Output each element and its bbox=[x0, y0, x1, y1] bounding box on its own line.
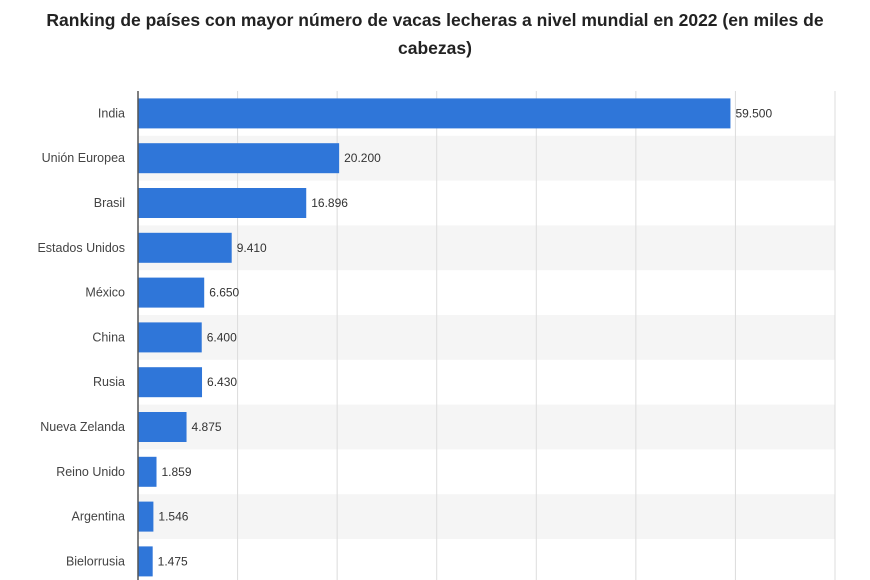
grid-lines bbox=[237, 91, 836, 580]
category-label: México bbox=[85, 286, 125, 300]
value-label: 9.410 bbox=[237, 241, 267, 255]
value-label: 1.546 bbox=[158, 510, 188, 524]
row-band bbox=[138, 225, 835, 271]
value-label: 1.475 bbox=[158, 554, 188, 568]
category-label: India bbox=[98, 106, 125, 120]
category-label: Bielorrusia bbox=[66, 554, 125, 568]
bar bbox=[138, 232, 232, 263]
bar bbox=[138, 143, 340, 174]
value-label: 1.859 bbox=[162, 465, 192, 479]
bar bbox=[138, 188, 307, 218]
value-label: 59.500 bbox=[735, 106, 772, 120]
category-label: Rusia bbox=[93, 375, 125, 389]
category-label: Argentina bbox=[71, 510, 125, 524]
value-label: 6.650 bbox=[209, 286, 239, 300]
value-label: 6.400 bbox=[207, 330, 237, 344]
value-label: 20.200 bbox=[344, 151, 381, 165]
row-band bbox=[138, 494, 835, 539]
category-labels: India Unión Europea Brasil Estados Unidos Mé… bbox=[37, 106, 125, 568]
value-label: 16.896 bbox=[311, 196, 348, 210]
category-label: China bbox=[92, 330, 125, 344]
category-label: Brasil bbox=[94, 196, 125, 210]
category-label: Unión Europea bbox=[42, 151, 125, 165]
category-label: Reino Unido bbox=[56, 465, 125, 479]
value-labels: 59.500 20.200 16.896 9.410 6.650 6.400 6.430 4.… bbox=[158, 106, 773, 568]
bar bbox=[138, 546, 153, 577]
category-label: Estados Unidos bbox=[37, 241, 125, 255]
bar bbox=[138, 322, 202, 353]
row-band bbox=[138, 404, 835, 450]
category-label: Nueva Zelanda bbox=[40, 420, 125, 434]
bar bbox=[138, 456, 157, 487]
row-bands bbox=[138, 135, 835, 539]
chart-title: Ranking de países con mayor número de va… bbox=[46, 10, 824, 58]
bar bbox=[138, 501, 154, 532]
bar bbox=[138, 367, 203, 398]
bar bbox=[138, 412, 187, 442]
bar bbox=[138, 98, 731, 129]
bars bbox=[138, 98, 731, 577]
value-label: 4.875 bbox=[192, 420, 222, 434]
value-label: 6.430 bbox=[207, 375, 237, 389]
bar bbox=[138, 277, 205, 308]
row-band bbox=[138, 315, 835, 360]
